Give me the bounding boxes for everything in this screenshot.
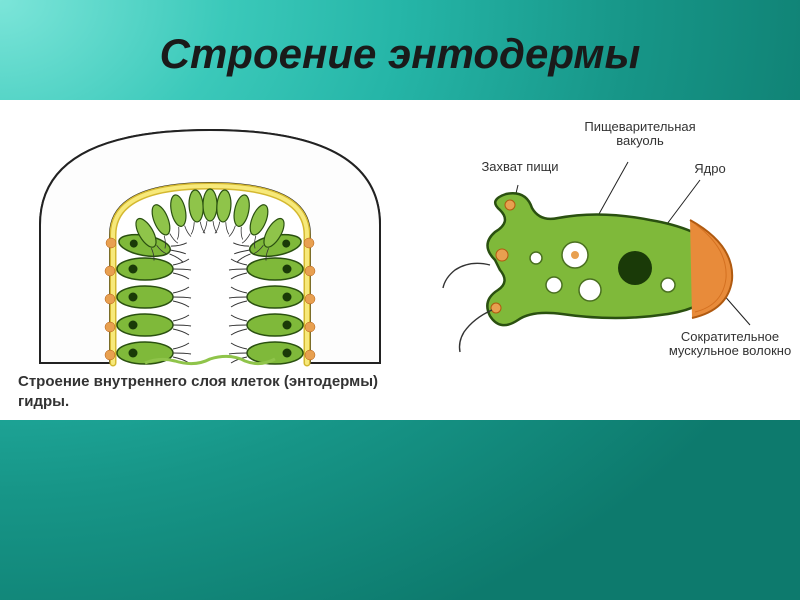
left-caption: Строение внутреннего слоя клеток (энтоде… [18, 372, 378, 411]
label-muscle: Сократительноемускульное волокно [660, 330, 800, 359]
label-nucleus: Ядро [680, 162, 740, 176]
page-title: Строение энтодермы [0, 30, 800, 78]
label-vacuole: Пищеварительнаявакуоль [570, 120, 710, 149]
label-food-capture: Захват пищи [470, 160, 570, 174]
left-diagram [10, 105, 440, 375]
diagram-panel: Захват пищи Пищеварительнаявакуоль Ядро … [0, 100, 800, 420]
